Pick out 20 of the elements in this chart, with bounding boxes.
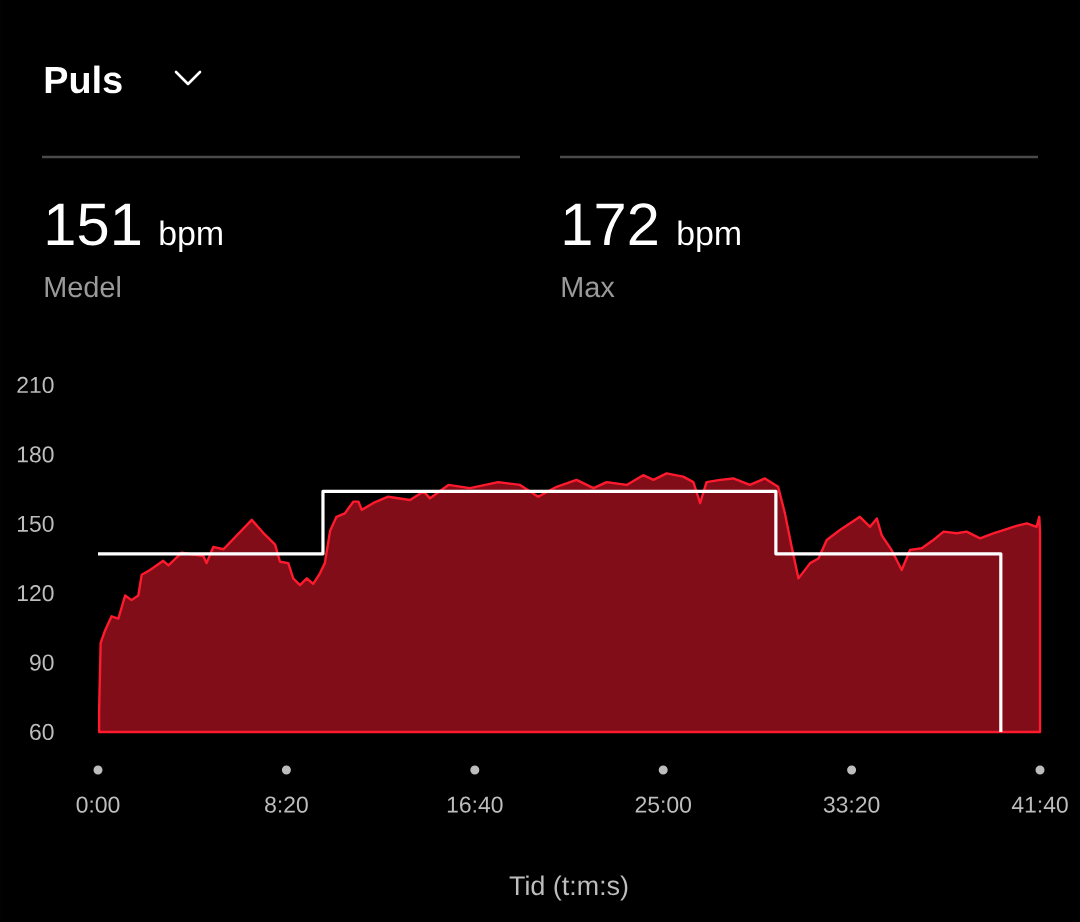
text: Medel (45, 276, 120, 298)
y-tick-label: 210 (17, 376, 54, 394)
chart-title: Puls (45, 65, 122, 94)
x-tick-label: 16:40 (447, 796, 503, 813)
x-tick-label: 33:20 (823, 796, 880, 813)
text: bpm (160, 220, 222, 253)
text: bpm (678, 220, 740, 253)
x-axis-title: Tid (t:m:s) (509, 875, 628, 901)
y-tick-label: 60 (30, 723, 54, 741)
y-tick-label: 90 (30, 654, 54, 671)
text: 172 (564, 203, 657, 245)
text: Max (562, 277, 615, 298)
x-tick-label: 41:40 (1011, 796, 1068, 813)
y-tick-label: 180 (17, 446, 54, 463)
x-tick-label: 8:20 (265, 796, 308, 813)
y-tick-label: 120 (17, 585, 54, 602)
text: 151 (47, 203, 141, 246)
y-tick-label: 150 (17, 515, 54, 532)
x-tick-label: 25:00 (635, 796, 691, 813)
x-tick-label: 0:00 (76, 796, 120, 813)
